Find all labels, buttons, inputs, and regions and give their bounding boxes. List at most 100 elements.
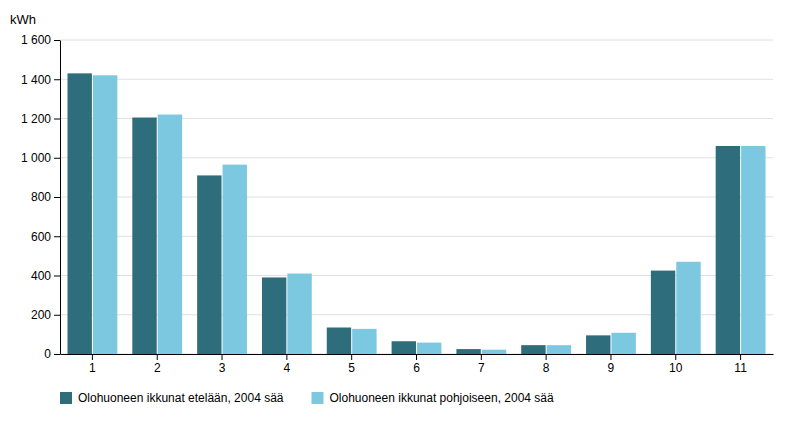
x-tick-mark — [157, 354, 158, 360]
y-tick-mark — [54, 276, 60, 277]
bar — [482, 350, 506, 354]
x-tick: 7 — [478, 354, 485, 375]
x-tick: 2 — [154, 354, 161, 375]
x-tick-mark — [222, 354, 223, 360]
bar — [611, 333, 635, 354]
y-tick-mark — [54, 119, 60, 120]
legend-label: Olohuoneen ikkunat pohjoiseen, 2004 sää — [330, 391, 555, 405]
y-tick-label: 1 000 — [21, 151, 51, 165]
x-tick-mark — [351, 354, 352, 360]
legend: Olohuoneen ikkunat etelään, 2004 sää Oloh… — [60, 391, 554, 405]
x-tick: 6 — [413, 354, 420, 375]
x-tick-label: 11 — [734, 361, 747, 375]
y-tick: 200 — [31, 308, 60, 322]
y-tick-mark — [54, 354, 60, 355]
bar — [287, 274, 311, 354]
x-tick-label: 4 — [284, 361, 291, 375]
y-tick: 1 000 — [21, 151, 60, 165]
bar — [417, 343, 441, 354]
x-tick-label: 5 — [348, 361, 355, 375]
bar — [456, 349, 480, 354]
x-tick: 10 — [669, 354, 683, 375]
x-tick-mark — [675, 354, 676, 360]
y-tick-mark — [54, 158, 60, 159]
y-tick-label: 800 — [31, 190, 51, 204]
x-tick-mark — [546, 354, 547, 360]
x-axis: 1 2 3 4 5 6 7 8 9 10 11 — [61, 354, 774, 375]
bar — [651, 271, 675, 354]
grid-line — [60, 40, 773, 41]
legend-swatch — [60, 392, 72, 404]
bar — [223, 165, 247, 354]
x-tick-mark — [92, 354, 93, 360]
grid — [60, 40, 773, 354]
bar-series — [67, 73, 740, 354]
y-tick-label: 1 200 — [21, 112, 51, 126]
x-tick: 8 — [543, 354, 550, 375]
y-tick-mark — [54, 315, 60, 316]
bar — [93, 75, 117, 354]
x-tick: 4 — [284, 354, 291, 375]
legend-swatch — [312, 392, 324, 404]
y-tick-label: 200 — [31, 308, 51, 322]
legend-item: Olohuoneen ikkunat etelään, 2004 sää — [60, 391, 284, 405]
y-tick: 400 — [31, 269, 60, 283]
x-tick-mark — [286, 354, 287, 360]
x-tick-label: 7 — [478, 361, 485, 375]
bar — [676, 262, 700, 354]
x-tick: 9 — [608, 354, 615, 375]
x-tick-mark — [416, 354, 417, 360]
bar — [716, 146, 740, 354]
bar — [586, 335, 610, 354]
y-axis-title: kWh — [10, 12, 36, 27]
bar — [67, 73, 91, 354]
y-tick: 1 600 — [21, 33, 60, 47]
bar — [352, 329, 376, 354]
y-tick-label: 1 600 — [21, 33, 51, 47]
bar-series — [93, 75, 766, 354]
x-tick: 1 — [89, 354, 96, 375]
legend-item: Olohuoneen ikkunat pohjoiseen, 2004 sää — [312, 391, 555, 405]
x-tick: 5 — [348, 354, 355, 375]
x-tick-label: 8 — [543, 361, 550, 375]
y-tick-label: 400 — [31, 269, 51, 283]
x-tick: 11 — [734, 354, 747, 375]
x-tick-label: 10 — [669, 361, 683, 375]
y-tick: 0 — [44, 347, 60, 361]
bar — [327, 328, 351, 354]
x-tick-mark — [610, 354, 611, 360]
y-tick-mark — [54, 40, 60, 41]
bar — [547, 345, 571, 354]
y-axis: 0 200 400 600 800 1 000 1 200 1 400 1 600 — [21, 33, 61, 361]
y-axis-line — [60, 41, 61, 355]
legend-label: Olohuoneen ikkunat etelään, 2004 sää — [78, 391, 284, 405]
y-tick: 1 200 — [21, 112, 60, 126]
bar — [741, 146, 765, 354]
x-tick-label: 9 — [608, 361, 615, 375]
x-tick-label: 1 — [89, 361, 96, 375]
x-tick-mark — [481, 354, 482, 360]
y-tick: 1 400 — [21, 73, 60, 87]
y-tick-mark — [54, 79, 60, 80]
y-tick-label: 600 — [31, 230, 51, 244]
bar — [521, 345, 545, 354]
y-tick: 600 — [31, 230, 60, 244]
y-tick-mark — [54, 197, 60, 198]
x-tick-label: 6 — [413, 361, 420, 375]
x-tick-label: 3 — [219, 361, 226, 375]
bars — [67, 73, 765, 354]
y-tick-label: 0 — [44, 347, 51, 361]
grid-line — [60, 79, 773, 80]
y-tick-mark — [54, 236, 60, 237]
bar — [197, 175, 221, 354]
x-tick: 3 — [219, 354, 226, 375]
bar — [392, 341, 416, 354]
x-tick-mark — [740, 354, 741, 360]
y-tick-label: 1 400 — [21, 73, 51, 87]
x-tick-label: 2 — [154, 361, 161, 375]
plot: 1 2 3 4 5 6 7 8 9 10 11 0 200 400 600 800 1 000 1 200 1 40… — [10, 12, 774, 375]
bar — [132, 118, 156, 354]
y-tick: 800 — [31, 190, 60, 204]
bar — [158, 115, 182, 354]
chart: 1 2 3 4 5 6 7 8 9 10 11 0 200 400 600 800 1 000 1 200 1 40… — [0, 0, 788, 426]
